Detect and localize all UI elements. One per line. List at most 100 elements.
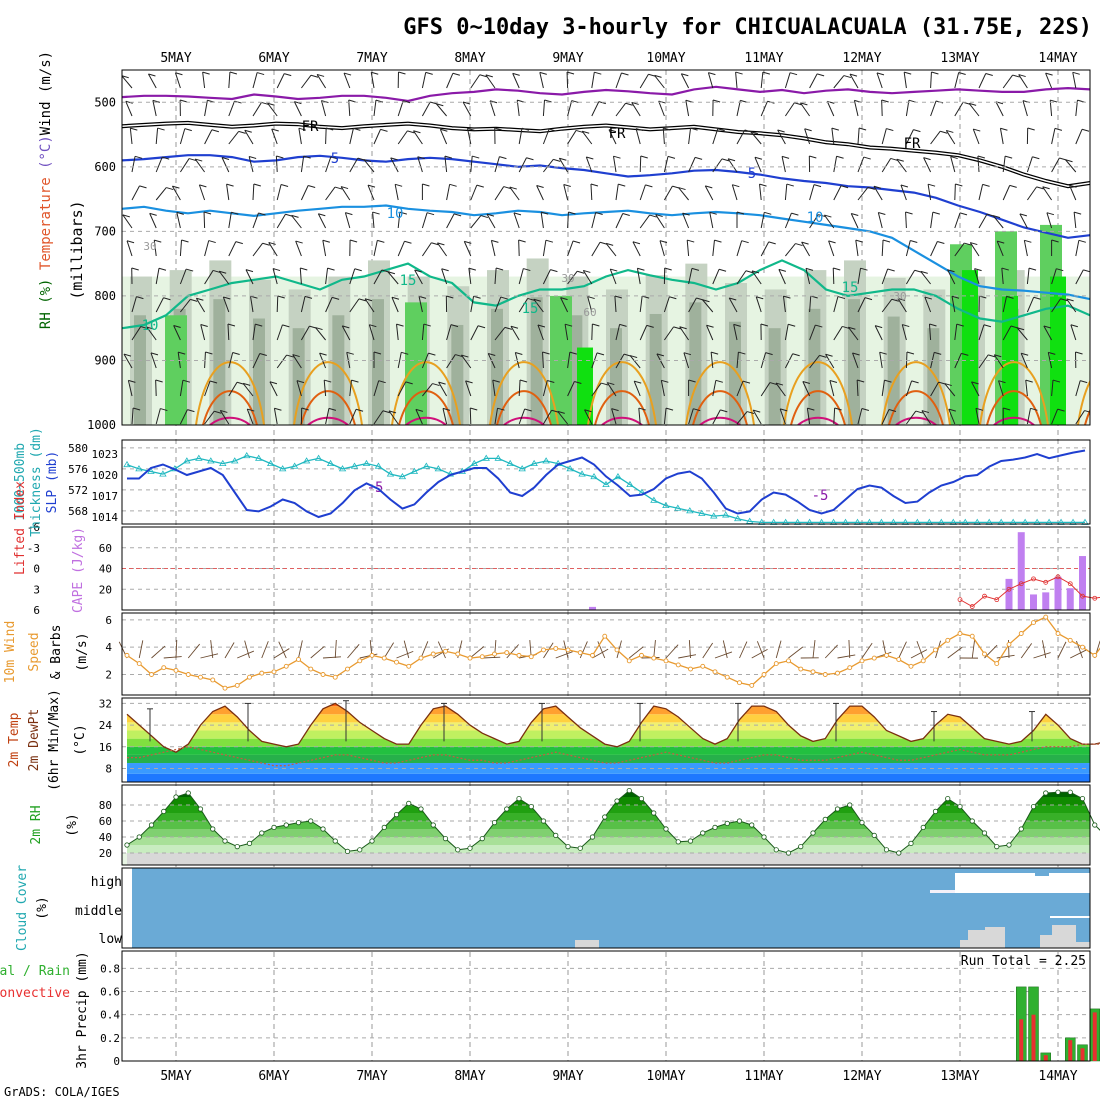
- wind-barb-flag: [645, 184, 653, 188]
- wind10-marker: [577, 650, 583, 656]
- cloud-level-label: middle: [75, 904, 122, 919]
- thickness-marker: [710, 512, 718, 519]
- wind-barb-flag: [349, 239, 358, 243]
- wind-barb-flag: [608, 129, 617, 133]
- wind-barb: [466, 128, 472, 145]
- wind-barb: [226, 184, 230, 201]
- wind10-barb: [482, 656, 501, 659]
- wind-barb: [614, 296, 617, 313]
- wind10-ylabel-1: 10m Wind: [3, 621, 18, 684]
- wind-barb-flag: [401, 351, 409, 355]
- wind-barb: [591, 323, 593, 341]
- wind-barb-flag: [140, 326, 148, 330]
- rh-marker: [308, 818, 314, 824]
- wind-barb: [1066, 298, 1077, 313]
- wind10-barb: [702, 642, 714, 659]
- rh-marker: [357, 847, 363, 853]
- wind-barb-flag: [227, 323, 236, 327]
- wind-barb-flag: [601, 382, 609, 386]
- wind-barb-flag: [902, 324, 910, 328]
- upper-air-ylabel: RH (%) Temperature (°C)Wind (m/s): [38, 51, 54, 329]
- wind-barb: [563, 184, 569, 201]
- contour-label: FR: [904, 136, 921, 152]
- contour-label: FR: [609, 126, 626, 142]
- wind10-barb: [278, 641, 287, 659]
- wind-barb-flag: [753, 409, 761, 413]
- wind-barb: [954, 212, 961, 229]
- wind-barb: [833, 326, 843, 341]
- wind-barb: [1075, 269, 1084, 285]
- wind-barb-flag: [837, 296, 846, 300]
- wind-barb-flag: [518, 239, 526, 243]
- wind-barb: [639, 184, 646, 201]
- wind-barb: [325, 186, 336, 201]
- wind-barb: [951, 296, 956, 313]
- wind-barb: [736, 411, 748, 425]
- wind-barb: [591, 212, 597, 229]
- lifted-tick: 6: [33, 604, 40, 617]
- wind-barb-flag: [526, 157, 534, 161]
- rh-marker: [406, 800, 412, 807]
- wind-barb: [760, 212, 765, 229]
- wind-barb: [276, 295, 279, 313]
- wind-barb: [340, 186, 351, 201]
- wind-barb-flag: [541, 211, 549, 215]
- wind-barb-flag: [568, 211, 576, 215]
- wind-barb: [1073, 212, 1077, 229]
- wind-barb-flag: [625, 102, 633, 106]
- middle-cloud-fill: [1050, 916, 1090, 918]
- wind-barb: [252, 242, 264, 257]
- wind-barb-flag: [503, 186, 511, 190]
- wind10-marker: [847, 665, 853, 671]
- wind-barb: [291, 215, 302, 229]
- wind-10m-panel: 6 4 2: [105, 614, 1100, 691]
- wind-barb: [131, 408, 134, 425]
- wind-barb: [252, 72, 258, 89]
- wind-barb-flag: [679, 326, 687, 330]
- wind-barb-flag: [276, 155, 284, 159]
- wind-barb: [204, 100, 208, 117]
- wind-barb-flag: [961, 352, 969, 356]
- wind-barb-flag: [407, 130, 415, 134]
- cape-tick: 40: [99, 563, 112, 576]
- wind-barb-flag: [640, 155, 648, 159]
- pressure-tick: 1000: [87, 418, 116, 432]
- wind-barb-flag: [342, 325, 350, 329]
- wind-barb-flag: [940, 130, 948, 134]
- wind-barb-flag: [196, 297, 204, 301]
- wind10-marker: [161, 665, 167, 671]
- wind-barb: [611, 408, 617, 425]
- wind10-barb: [1041, 640, 1047, 659]
- wind-barb-flag: [1075, 351, 1083, 355]
- wind-barb-flag: [319, 352, 327, 356]
- wind-barb: [590, 183, 593, 201]
- wind-barb: [293, 101, 302, 117]
- wind-barb: [300, 185, 309, 201]
- wind10-barb: [678, 654, 697, 659]
- wind-barb: [441, 268, 448, 285]
- wind10-barb: [837, 654, 856, 659]
- wind-barb: [131, 296, 137, 313]
- wind10-marker: [639, 652, 644, 658]
- wind-barb-flag: [367, 184, 376, 188]
- wind-barb: [1001, 268, 1004, 285]
- cloud-cover-panel: high middle low: [75, 868, 1090, 948]
- thickness-marker: [698, 509, 706, 516]
- thickness-marker: [566, 465, 574, 472]
- wind-barb-flag: [794, 102, 802, 106]
- rh-marker: [1092, 822, 1098, 828]
- wind-barb: [391, 297, 399, 313]
- wind-barb-flag: [1059, 157, 1067, 161]
- wind-barb-flag: [775, 382, 784, 386]
- wind-tick: 6: [105, 614, 112, 627]
- wind-barb-flag: [649, 214, 657, 218]
- contour-label: 15: [400, 273, 417, 289]
- wind-barb-flag: [286, 354, 294, 358]
- cape-tick: 60: [99, 542, 112, 555]
- wind-barb-flag: [157, 127, 165, 131]
- wind-barb-flag: [890, 157, 898, 161]
- rh-shade-core: [808, 308, 821, 425]
- wind-barb-flag: [330, 156, 338, 160]
- wind10-barb: [200, 653, 219, 659]
- thickness-tick: 572: [68, 484, 88, 497]
